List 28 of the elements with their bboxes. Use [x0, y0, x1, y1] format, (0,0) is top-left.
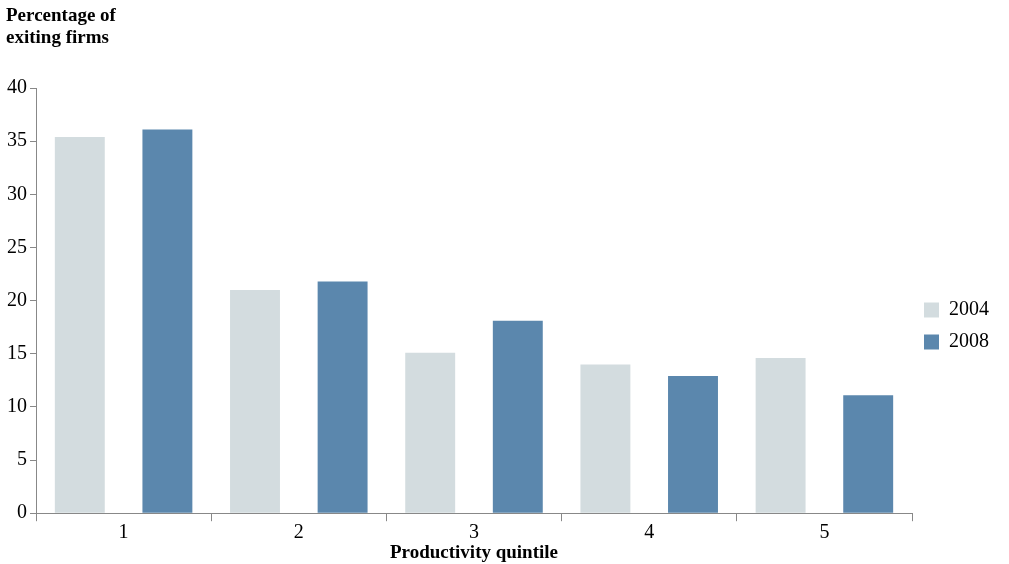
legend-label: 2008 [949, 329, 989, 352]
y-tick-label: 30 [7, 181, 27, 204]
x-tick-label: 2 [293, 520, 304, 543]
x-tick-label: 3 [469, 520, 479, 543]
bar [668, 376, 718, 513]
bar [755, 358, 806, 513]
x-tick-label: 5 [819, 520, 830, 543]
bar [142, 129, 193, 513]
x-tick-label: 1 [118, 520, 129, 543]
y-axis-title: Percentage of exiting firms [6, 4, 117, 48]
y-tick-label: 20 [7, 287, 27, 310]
y-tick-label: 25 [7, 234, 27, 257]
bar [54, 136, 105, 513]
y-tick-label: 10 [7, 394, 27, 417]
x-axis-title: Productivity quintile [389, 540, 559, 562]
x-tick-label: 4 [644, 520, 655, 543]
y-tick-label: 35 [7, 128, 27, 151]
bar [843, 395, 894, 513]
bar [580, 364, 631, 513]
legend-label: 2004 [949, 297, 989, 320]
y-tick-label: 5 [17, 447, 27, 470]
bar [317, 281, 368, 513]
y-tick-label: 15 [7, 341, 27, 363]
bar [405, 352, 456, 513]
bar [230, 289, 280, 513]
y-tick-label: 0 [17, 500, 27, 523]
y-tick-label: 40 [7, 75, 27, 98]
bar [492, 320, 543, 513]
